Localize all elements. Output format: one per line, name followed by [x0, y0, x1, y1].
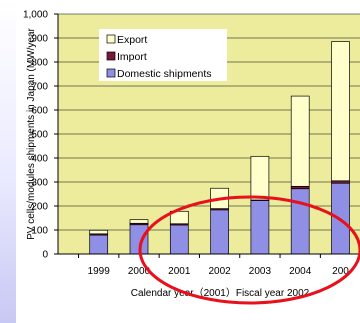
y-tick-label: 400: [31, 154, 48, 165]
x-tick-label: 1999: [88, 266, 111, 277]
legend-box: [99, 29, 227, 81]
bar-import: [331, 180, 350, 184]
legend-swatch: [106, 34, 116, 44]
y-tick-labels: 0 100 200 300 400 500 600 700 800 900 1,000: [23, 10, 48, 261]
y-tick-label: 100: [31, 226, 48, 237]
bar-domestic: [250, 200, 270, 255]
bar-export: [250, 155, 270, 201]
x-tick-label: 2001: [168, 266, 191, 277]
bar-export: [89, 229, 109, 235]
legend: Export Import Domestic shipments: [99, 29, 227, 81]
y-axis-title: PV cells/modules shipments in Japan (MW/…: [26, 27, 37, 239]
legend-label: Import: [117, 51, 147, 63]
legend-swatch: [106, 68, 116, 78]
bar-export: [290, 95, 310, 187]
y-tick-label: 300: [31, 178, 48, 189]
highlight-ellipse: [138, 195, 360, 305]
axes: [57, 14, 360, 255]
side-gradient: [0, 0, 16, 323]
bar-domestic: [210, 209, 229, 255]
bar-domestic: [169, 224, 189, 255]
y-tick-label: 700: [31, 82, 48, 93]
y-tick-label: 1,000: [23, 10, 48, 21]
y-tick-label: 800: [31, 58, 48, 69]
bar-export: [129, 219, 149, 224]
x-tick-label: 2000: [128, 266, 151, 277]
x-tick-label: 2004: [289, 266, 312, 277]
bar-export: [169, 210, 189, 225]
y-tick-label: 900: [31, 34, 48, 45]
bar-import: [290, 185, 310, 190]
legend-label: Domestic shipments: [117, 68, 212, 80]
bar-domestic: [89, 234, 109, 255]
x-tick-labels: 1999 2000 2001 2002 2003 2004 200: [78, 254, 349, 277]
x-tick-label: 2003: [249, 266, 272, 277]
x-tick-label: 2002: [208, 266, 231, 277]
legend-label: Export: [117, 34, 147, 46]
bar-group: [89, 41, 350, 255]
bar-domestic: [290, 188, 310, 255]
legend-swatch: [106, 51, 116, 61]
x-tick-label: 200: [332, 266, 349, 277]
x-axis-title: Calendar year（2001）Fiscal year 2002: [131, 287, 310, 299]
y-tick-label: 600: [31, 106, 48, 117]
bar-export: [331, 41, 350, 182]
y-tick-label: 0: [42, 250, 48, 261]
y-tick-label: 200: [31, 202, 48, 213]
y-tick-label: 500: [31, 130, 48, 141]
